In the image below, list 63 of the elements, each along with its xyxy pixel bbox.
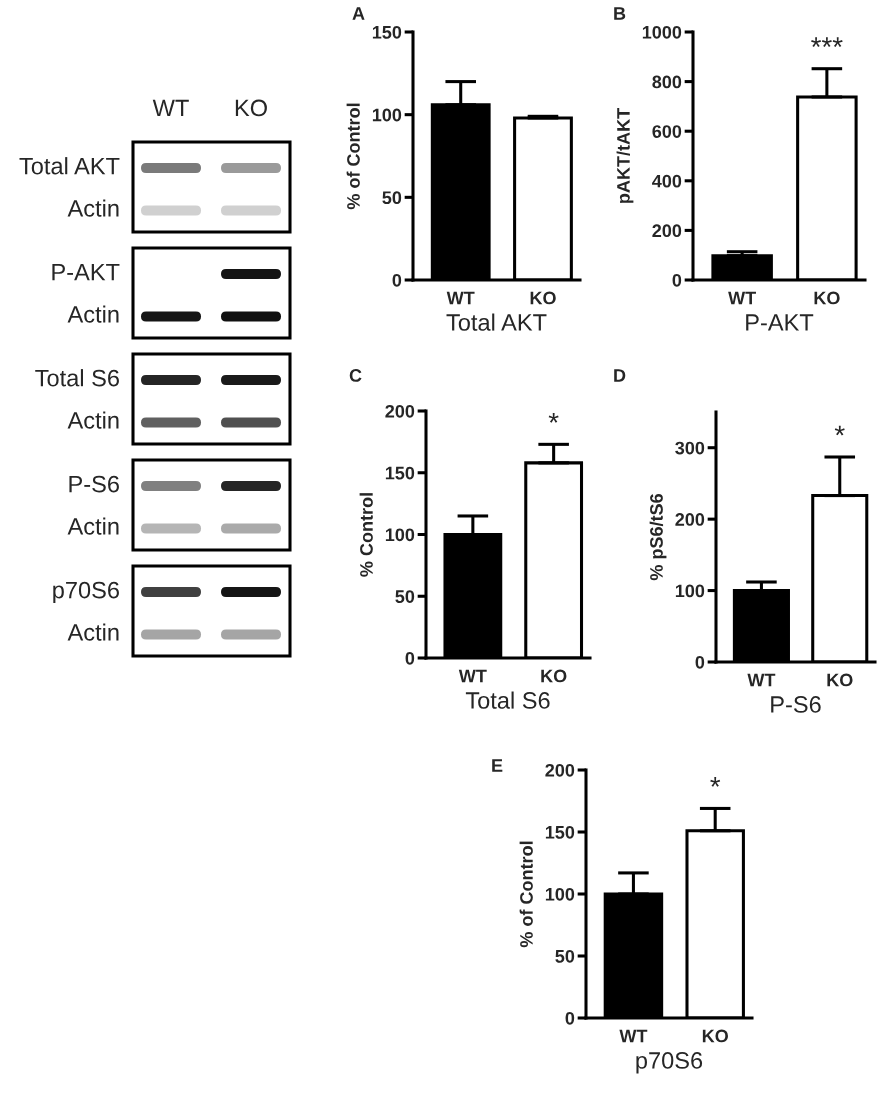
y-tick-label: 100 <box>385 528 415 542</box>
y-tick-label: 100 <box>545 887 575 901</box>
x-axis-title: Total AKT <box>446 313 547 331</box>
y-axis-title: % pS6/tS6 <box>649 494 667 581</box>
y-tick-label: 150 <box>372 25 402 39</box>
y-tick-label: 0 <box>392 273 402 287</box>
y-tick-label: 200 <box>385 404 415 418</box>
text: Total AKT <box>19 157 120 175</box>
text: P-S6 <box>69 475 119 493</box>
x-tick-label: WT <box>458 669 487 683</box>
x-tick-label: KO <box>827 673 853 687</box>
x-axis-title: P-AKT <box>746 314 814 331</box>
chart-title: B <box>614 7 626 20</box>
x-tick-label: WT <box>747 673 776 687</box>
y-tick-label: 0 <box>405 651 415 665</box>
x-tick-label: KO <box>814 291 840 305</box>
y-tick-label: 0 <box>565 1011 575 1025</box>
x-tick-label: WT <box>728 291 756 305</box>
annotation: * <box>834 425 845 436</box>
y-tick-label: 50 <box>555 949 575 963</box>
y-tick-label: 150 <box>545 825 575 839</box>
category-label: WT <box>152 99 189 117</box>
y-axis-title: % of Control <box>346 103 360 210</box>
text: Actin <box>67 517 119 535</box>
y-axis-title: % Control <box>359 493 373 577</box>
annotation: * <box>548 412 559 423</box>
chart-title: D <box>614 369 626 382</box>
text: Actin <box>67 305 119 323</box>
y-tick-label: 100 <box>372 108 402 122</box>
annotation: *** <box>811 37 843 48</box>
y-tick-label: 200 <box>675 513 705 526</box>
x-axis-title: Total S6 <box>465 691 550 709</box>
chart-title: E <box>492 759 503 772</box>
text: p70S6 <box>53 581 119 604</box>
y-axis-title: pAKT/tAKT <box>616 108 634 203</box>
y-tick-label: 0 <box>695 655 705 669</box>
x-axis-title: P-S6 <box>771 696 821 713</box>
text: Total S6 <box>35 369 119 387</box>
y-tick-label: 100 <box>675 584 705 598</box>
annotation: * <box>710 777 721 787</box>
x-tick-label: WT <box>446 291 475 305</box>
y-tick-label: 200 <box>545 763 575 777</box>
y-tick-label: 400 <box>652 174 682 188</box>
y-axis-title: % of Control <box>519 841 533 948</box>
text: Actin <box>67 411 119 429</box>
text: Actin <box>67 199 119 217</box>
y-tick-label: 150 <box>385 466 415 480</box>
x-tick-label: KO <box>541 669 567 683</box>
text: P-AKT <box>52 263 120 281</box>
y-tick-label: 50 <box>382 191 402 205</box>
y-tick-label: 300 <box>675 441 705 455</box>
x-axis-title: p70S6 <box>636 1052 703 1074</box>
y-tick-label: 600 <box>652 125 682 138</box>
y-tick-label: 50 <box>395 590 415 603</box>
chart-title: C <box>349 369 362 382</box>
y-tick-label: 800 <box>652 75 682 89</box>
y-tick-label: 1000 <box>642 25 682 39</box>
y-tick-label: 200 <box>652 224 682 238</box>
y-tick-label: 0 <box>672 273 682 287</box>
category-label: KO <box>235 99 267 117</box>
chart-title: A <box>352 7 365 20</box>
x-tick-label: KO <box>530 291 556 305</box>
text: Actin <box>67 623 119 641</box>
